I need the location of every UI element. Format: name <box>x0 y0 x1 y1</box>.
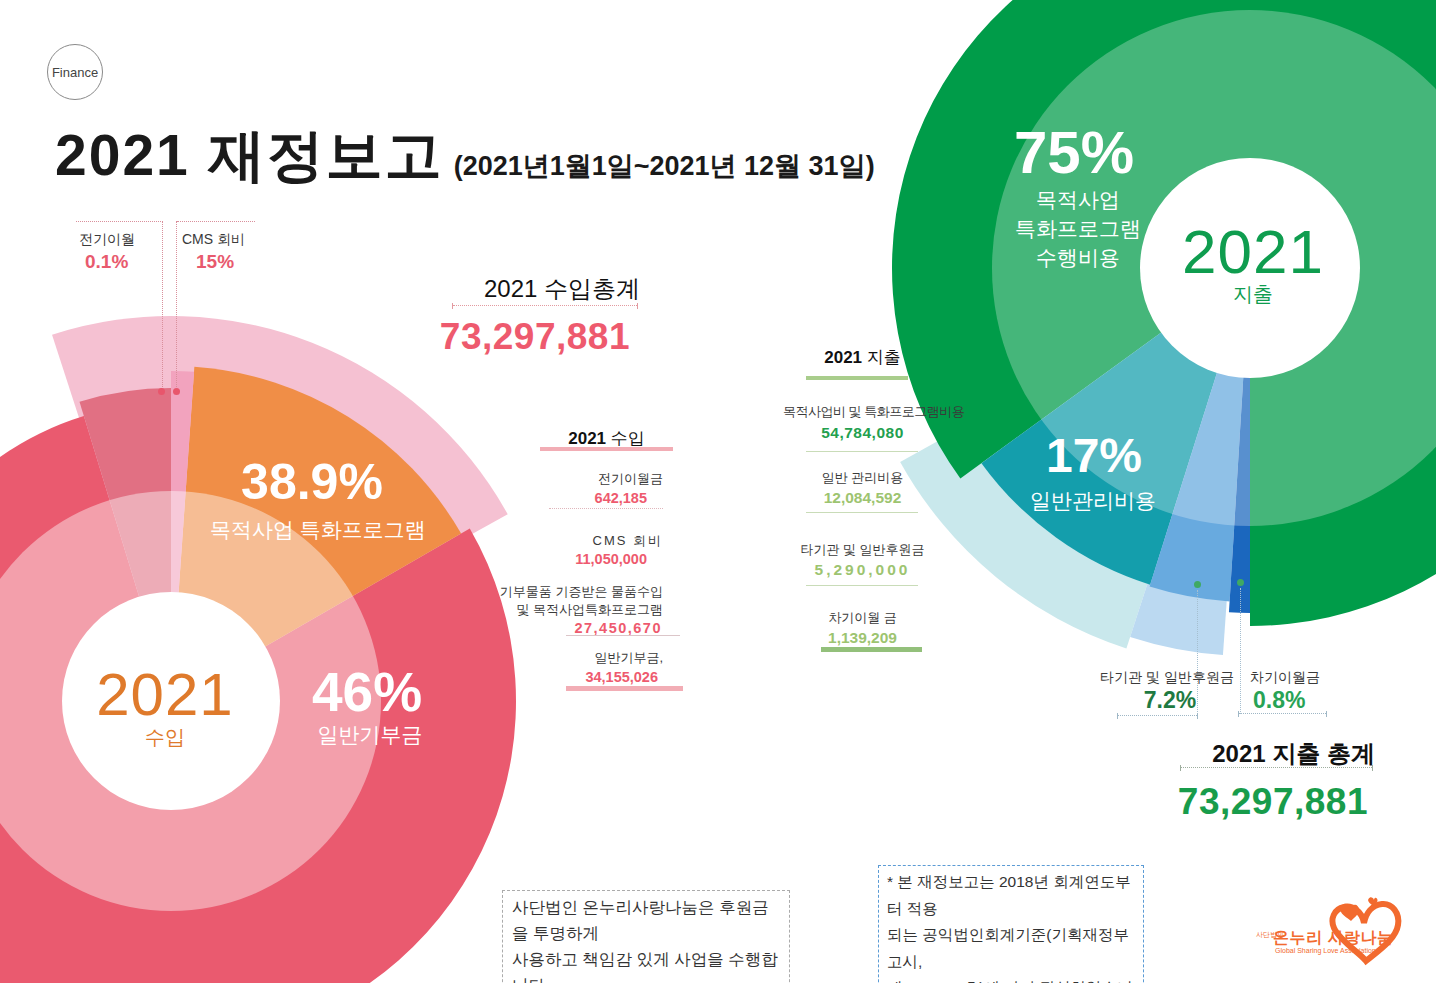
expense-table-header: 2021 지출 <box>790 346 935 369</box>
callout-dot-carryforward <box>1237 579 1244 586</box>
income-row-value: 11,050,000 <box>495 551 647 567</box>
income-slice-name-donation: 일반기부금 <box>270 721 470 749</box>
page-title: 2021 재정보고 (2021년1월1일~2021년 12월 31일) <box>55 118 875 195</box>
income-row-label: CMS 회비 <box>495 532 663 550</box>
callout-vline-cms <box>176 221 177 387</box>
expense-total-value: 73,297,881 <box>1168 781 1368 823</box>
income-row-divider <box>549 508 663 509</box>
expense-row-value: 12,084,592 <box>790 489 935 507</box>
infographic-page: Finance 2021 재정보고 (2021년1월1일~2021년 12월 3… <box>0 0 1436 983</box>
income-hole-year: 2021 <box>65 660 265 729</box>
income-row-label: 일반기부금, <box>495 649 663 667</box>
income-row-label2: 및 목적사업특화프로그램 <box>495 601 663 619</box>
expense-hole-label: 지출 <box>1153 281 1353 308</box>
income-row-divider <box>566 635 680 636</box>
callout-pct-carryforward: 0.8% <box>1253 687 1305 714</box>
expense-row-value: 54,784,080 <box>790 424 935 442</box>
expense-table-bottom-bar <box>821 647 922 652</box>
expense-row-label: 목적사업비 및 특화프로그램비용 <box>783 403 943 421</box>
callout-label-carryover: 전기이월 <box>79 231 135 249</box>
finance-badge-label: Finance <box>52 65 98 80</box>
income-total-bracket <box>452 305 638 310</box>
income-slice-pct-donation: 46% <box>267 660 467 724</box>
expense-row-value: 5,290,000 <box>790 561 935 579</box>
note-transparency: 사단법인 온누리사랑나눔은 후원금을 투명하게 사용하고 책임감 있게 사업을 … <box>502 890 790 983</box>
expense-total-title: 2021 지출 총계 <box>1175 738 1375 770</box>
expense-slice-pct-admin: 17% <box>994 428 1194 483</box>
expense-row-divider <box>806 512 918 513</box>
expense-slice-pct-program: 75% <box>974 118 1174 187</box>
expense-total-bracket <box>1180 767 1373 772</box>
expense-row-label: 타기관 및 일반후원금 <box>790 541 935 559</box>
income-row-value: 27,450,670 <box>495 620 662 636</box>
callout-label-carryforward: 차기이월금 <box>1210 669 1360 687</box>
income-row-value: 642,185 <box>495 490 647 506</box>
expense-slice-name-program: 목적사업 특화프로그램 수행비용 <box>978 185 1178 272</box>
income-slice-pct-program: 38.9% <box>212 453 412 511</box>
expense-row-label: 차기이월 금 <box>790 609 935 627</box>
income-total-value: 73,297,881 <box>430 316 630 358</box>
callout-vline-carryforward <box>1240 588 1241 714</box>
expense-row-value: 1,139,209 <box>790 629 935 647</box>
logo-heart-icon <box>1322 893 1407 968</box>
expense-hole-year: 2021 <box>1153 216 1353 287</box>
income-total-title: 2021 수입총계 <box>440 273 640 305</box>
callout-dot-carryover <box>158 388 165 395</box>
expense-row-divider <box>806 585 918 586</box>
logo-small-heart <box>1340 904 1359 921</box>
logo-org-type: 사단법인 <box>1256 931 1272 938</box>
callout-pct-other-support: 7.2% <box>1095 687 1245 714</box>
callout-bracket-other-support <box>1117 715 1198 720</box>
callout-dot-other-support <box>1194 581 1201 588</box>
callout-label-cms: CMS 회비 <box>182 231 245 249</box>
callout-dot-cms <box>173 388 180 395</box>
income-slice-name-program: 목적사업 특화프로그램 <box>210 516 410 544</box>
callout-pct-cms: 15% <box>196 251 234 273</box>
finance-badge: Finance <box>47 44 103 100</box>
expense-row-label: 일반 관리비용 <box>790 469 935 487</box>
callout-pct-carryover: 0.1% <box>85 251 128 273</box>
callout-vline-carryover <box>162 221 163 387</box>
income-table-header-bar <box>540 447 673 451</box>
callout-line-cms <box>177 221 255 222</box>
callout-bracket-carryforward <box>1238 713 1327 718</box>
income-row-value: 34,155,026 <box>495 669 658 685</box>
page-title-main: 2021 재정보고 <box>55 118 444 195</box>
income-row-label: 전기이월금 <box>495 470 663 488</box>
callout-line-carryover <box>76 221 163 222</box>
expense-table-header-bar <box>806 376 908 380</box>
income-row-label: 기부물품 기증받은 물품수입 <box>495 583 663 601</box>
note-accounting-standard: * 본 재정보고는 2018년 회계연도부터 적용 되는 공익법인회계기준(기획… <box>878 865 1144 983</box>
income-table-bottom-bar <box>566 686 683 691</box>
expense-row-divider <box>806 451 918 452</box>
income-hole-label: 수입 <box>65 724 265 751</box>
page-title-period: (2021년1월1일~2021년 12월 31일) <box>454 148 875 184</box>
expense-slice-name-admin: 일반관리비용 <box>993 487 1193 515</box>
